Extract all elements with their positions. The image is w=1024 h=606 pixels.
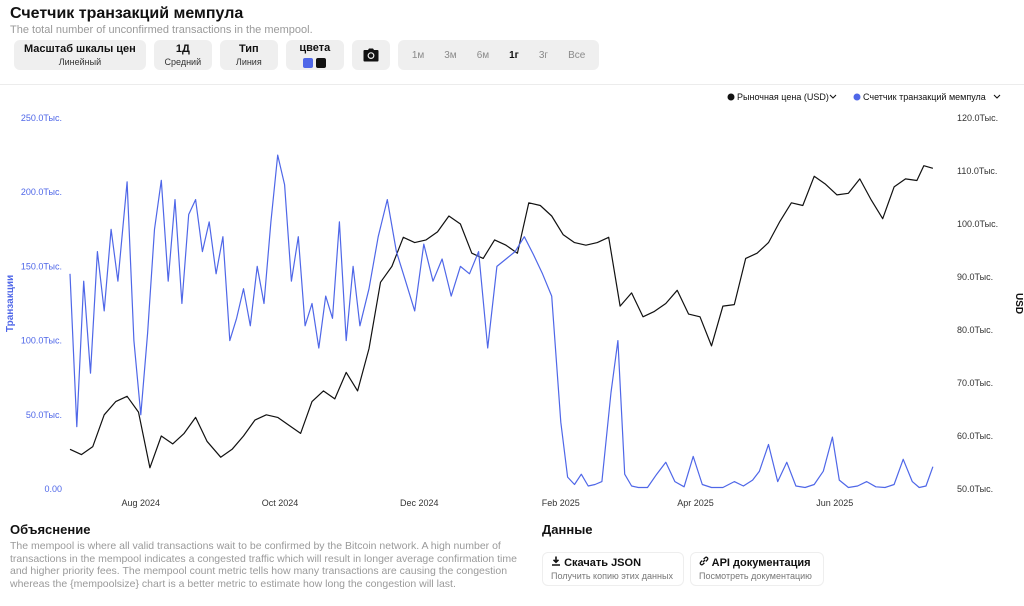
y-left-tick-label: 0.00 (44, 484, 62, 494)
range-button-5[interactable]: Все (568, 49, 586, 61)
range-button-3[interactable]: 1г (509, 49, 519, 61)
download-json-button[interactable]: Скачать JSON Получить копию этих данных (542, 552, 684, 586)
range-button-1[interactable]: 3м (444, 49, 457, 61)
y-right-tick-label: 80.0Тыс. (957, 325, 993, 335)
chart-toolbar: Масштаб шкалы цен Линейный 1Д Средний Ти… (14, 40, 600, 70)
color-swatch-black[interactable] (316, 58, 327, 68)
api-docs-label: API документация (711, 557, 811, 569)
y-right-tick-label: 70.0Тыс. (957, 378, 993, 388)
page-title: Счетчик транзакций мемпула (10, 5, 244, 22)
api-docs-button[interactable]: API документация Посмотреть документацию (690, 552, 824, 586)
legend-marker-price (727, 93, 735, 101)
page-subtitle: The total number of unconfirmed transact… (10, 24, 313, 36)
download-json-label: Скачать JSON (564, 557, 642, 569)
mempool-chart[interactable]: 0.00 50.0Тыс. 100.0Тыс. 150.0Тыс. 200.0Тыс. 2… (0, 86, 1024, 510)
y-right-tick-label: 110.0Тыс. (957, 166, 997, 176)
range-button-0[interactable]: 1м (411, 49, 425, 61)
y-right-tick-label: 60.0Тыс. (957, 431, 993, 441)
link-icon (699, 556, 709, 566)
explanation-text: The mempool is where all valid transacti… (10, 540, 517, 590)
range-selector: 1м 3м 6м 1г 3г Все (397, 40, 600, 70)
legend-marker-mempool (853, 93, 861, 101)
y-left-tick-label: 200.0Тыс. (21, 187, 62, 197)
x-tick-label: Aug 2024 (121, 498, 160, 508)
legend-chevron-down-icon (993, 94, 1001, 99)
price-scale-value: Линейный (58, 56, 102, 67)
legend-label-price: Рыночная цена (USD) (737, 92, 829, 102)
colors-label: цвета (299, 42, 331, 54)
download-icon (552, 556, 560, 566)
chart-type-button[interactable]: Тип Линия (219, 40, 278, 70)
x-tick-label: Apr 2025 (677, 498, 714, 508)
legend-label-mempool: Счетчик транзакций мемпула (863, 92, 986, 102)
explanation-heading: Объяснение (10, 522, 91, 537)
x-tick-label: Jun 2025 (816, 498, 853, 508)
y-left-axis-title: Транзакции (5, 275, 16, 332)
y-right-tick-label: 100.0Тыс. (957, 219, 998, 229)
x-tick-label: Feb 2025 (542, 498, 580, 508)
y-right-tick-label: 50.0Тыс. (957, 484, 993, 494)
range-button-2[interactable]: 6м (476, 49, 490, 61)
colors-button[interactable]: цвета (285, 40, 344, 70)
api-docs-sub: Посмотреть документацию (699, 571, 812, 581)
mempool-count-series-line (69, 154, 934, 489)
color-swatch-blue[interactable] (303, 58, 314, 68)
x-tick-label: Oct 2024 (262, 498, 299, 508)
data-heading: Данные (542, 522, 593, 537)
y-left-tick-label: 150.0Тыс. (21, 261, 62, 271)
camera-icon (363, 48, 379, 62)
interval-value: Средний (164, 56, 202, 67)
y-left-tick-label: 100.0Тыс. (21, 336, 62, 346)
range-button-4[interactable]: 3г (538, 49, 549, 61)
interval-label: 1Д (175, 42, 190, 55)
x-tick-label: Dec 2024 (400, 498, 439, 508)
y-left-tick-label: 250.0Тыс. (21, 113, 62, 123)
y-right-axis-title: USD (1013, 293, 1024, 314)
chart-type-value: Линия (235, 56, 262, 67)
y-right-tick-label: 120.0Тыс. (957, 113, 998, 123)
price-scale-label: Масштаб шкалы цен (24, 42, 136, 55)
price-scale-button[interactable]: Масштаб шкалы цен Линейный (14, 40, 146, 70)
interval-button[interactable]: 1Д Средний (153, 40, 212, 70)
download-json-sub: Получить копию этих данных (551, 571, 673, 581)
y-left-tick-label: 50.0Тыс. (26, 410, 62, 420)
chart-type-label: Тип (238, 42, 259, 55)
legend-chevron-down-icon (829, 94, 837, 99)
screenshot-button[interactable] (351, 40, 390, 70)
price-series-line (69, 165, 934, 469)
header-divider (0, 84, 1024, 85)
y-right-tick-label: 90.0Тыс. (957, 272, 993, 282)
